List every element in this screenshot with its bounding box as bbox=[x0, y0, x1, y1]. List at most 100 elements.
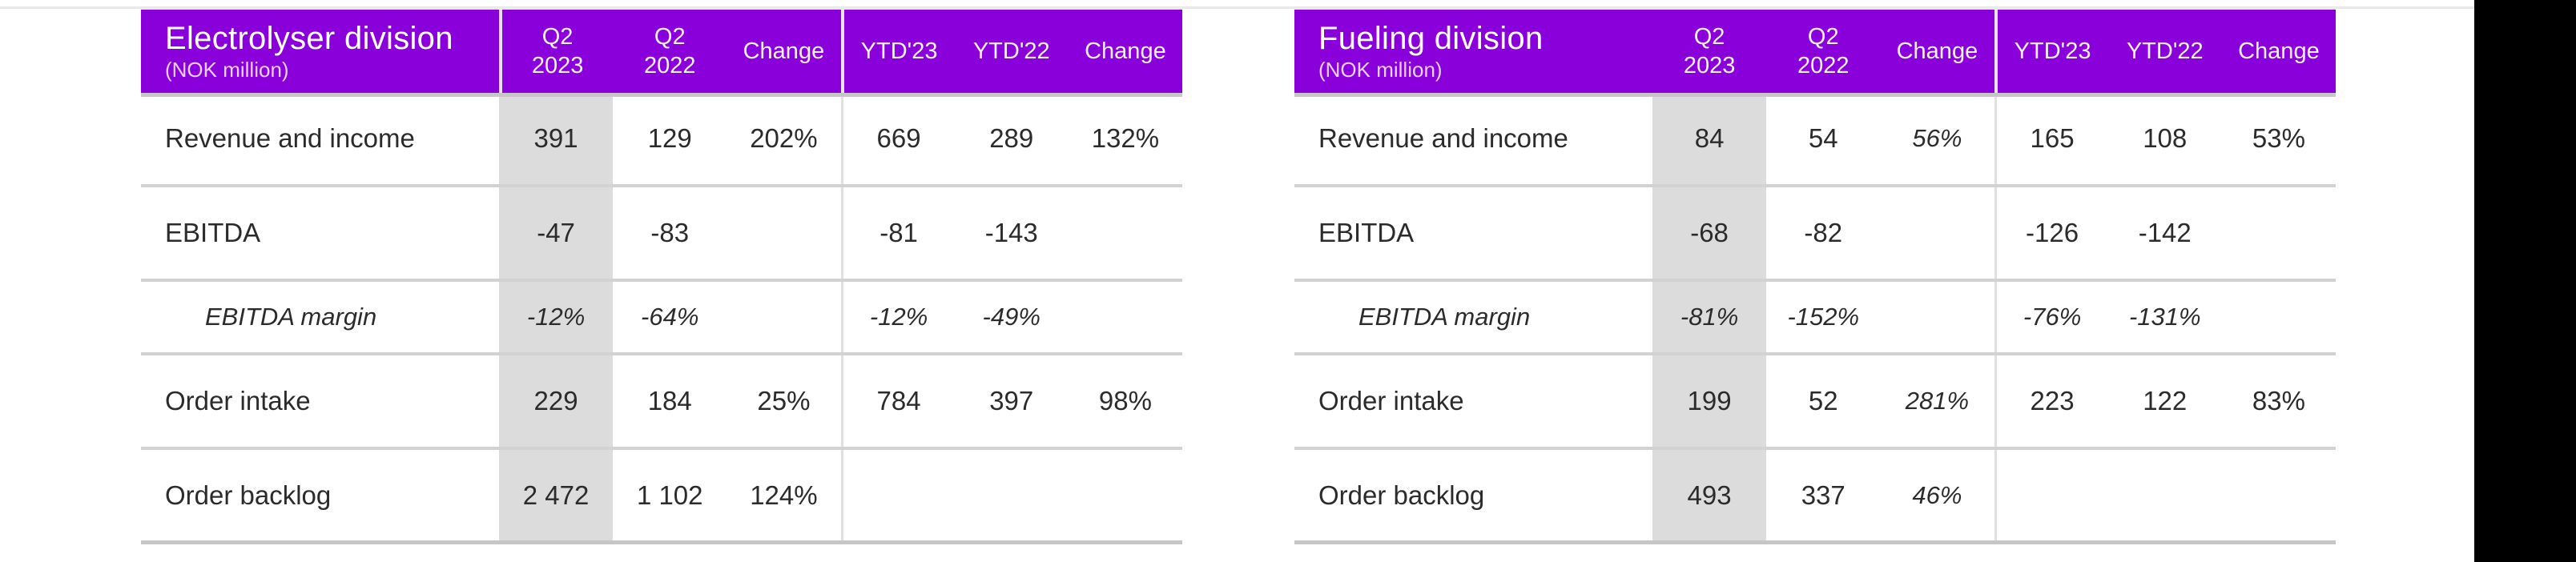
column-header: Change bbox=[1069, 10, 1182, 93]
cell-value: -64% bbox=[641, 303, 699, 331]
column-header-line: Change bbox=[1896, 38, 1978, 64]
cell-value: 784 bbox=[840, 355, 955, 447]
row-label: Order backlog bbox=[1318, 480, 1485, 510]
cell-value bbox=[2222, 187, 2336, 279]
cell-value: 2 472 bbox=[499, 450, 614, 540]
table-body: Revenue and income 391 129 202% 669 289 132% EB… bbox=[141, 93, 1182, 544]
column-header-line: YTD'23 bbox=[860, 38, 938, 64]
table-row: EBITDA -47 -83 -81 -143 bbox=[141, 187, 1182, 282]
cell-value bbox=[2222, 282, 2336, 352]
row-label: EBITDA bbox=[165, 218, 261, 247]
column-header: YTD'23 bbox=[840, 10, 955, 93]
row-label: EBITDA margin bbox=[1358, 303, 1531, 331]
cell-value bbox=[2108, 450, 2222, 540]
cell-value: 54 bbox=[1808, 123, 1838, 153]
column-header-line: 2023 bbox=[1683, 53, 1736, 78]
cell-value: -81% bbox=[1652, 282, 1767, 352]
cell-value bbox=[1880, 282, 1994, 352]
cell-value: 493 bbox=[1652, 450, 1767, 540]
row-label: EBITDA margin bbox=[205, 303, 377, 331]
column-header-line: YTD'23 bbox=[2014, 38, 2091, 64]
table-body: Revenue and income 84 54 56% 165 108 53% EBITDA… bbox=[1294, 93, 2336, 544]
row-label: Order backlog bbox=[165, 480, 332, 510]
cell-value: -143 bbox=[984, 218, 1038, 247]
cell-value bbox=[955, 450, 1069, 540]
electrolyser-division-table: Electrolyser division (NOK million) Q2 20… bbox=[141, 10, 1182, 544]
cell-value bbox=[2222, 450, 2336, 540]
column-header: YTD'22 bbox=[2108, 10, 2222, 93]
cell-value: 165 bbox=[1994, 93, 2108, 184]
cell-value: 337 bbox=[1801, 480, 1845, 510]
cell-value: 281% bbox=[1905, 387, 1970, 415]
column-header-line: Change bbox=[2238, 38, 2320, 64]
cell-value: 46% bbox=[1912, 480, 1962, 509]
column-header-line: 2022 bbox=[643, 53, 696, 78]
column-header-line: Q2 bbox=[1693, 24, 1725, 50]
column-header-line: Change bbox=[743, 38, 825, 64]
table-row: Order intake 229 184 25% 784 397 98% bbox=[141, 355, 1182, 450]
cell-value: 391 bbox=[499, 93, 614, 184]
table-title: Fueling division bbox=[1318, 21, 1544, 56]
cell-value: -49% bbox=[982, 303, 1040, 331]
cell-value: -12% bbox=[840, 282, 955, 352]
column-header-line: Q2 bbox=[541, 24, 574, 50]
table-row: EBITDA margin -12% -64% -12% -49% bbox=[141, 282, 1182, 355]
row-label: Order intake bbox=[165, 386, 311, 415]
cell-value: 53% bbox=[2252, 123, 2305, 153]
column-header: Q2 2022 bbox=[613, 10, 727, 93]
cell-value: 397 bbox=[989, 386, 1034, 415]
cell-value bbox=[727, 187, 840, 279]
table-row: Revenue and income 391 129 202% 669 289 132% bbox=[141, 93, 1182, 187]
cell-value: -83 bbox=[650, 218, 690, 247]
table-row: Revenue and income 84 54 56% 165 108 53% bbox=[1294, 93, 2336, 187]
cell-value bbox=[1069, 450, 1182, 540]
cell-value bbox=[727, 282, 840, 352]
cell-value: 669 bbox=[840, 93, 955, 184]
column-header: YTD'22 bbox=[955, 10, 1069, 93]
cell-value: -68 bbox=[1652, 187, 1767, 279]
column-header-line: 2022 bbox=[1797, 53, 1849, 78]
table-title-cell: Electrolyser division (NOK million) bbox=[141, 10, 499, 93]
top-divider-rule bbox=[0, 6, 2474, 9]
row-label: Revenue and income bbox=[165, 123, 415, 153]
row-label: Revenue and income bbox=[1318, 123, 1568, 153]
column-header: Q2 2023 bbox=[499, 10, 613, 93]
cell-value: 229 bbox=[499, 355, 614, 447]
cell-value: -81 bbox=[840, 187, 955, 279]
cell-value: 1 102 bbox=[636, 480, 703, 510]
cell-value: -131% bbox=[2128, 303, 2201, 331]
cell-value bbox=[840, 450, 955, 540]
column-header-line: YTD'22 bbox=[2126, 38, 2204, 64]
table-header: Fueling division (NOK million) Q2 2023 Q2 2… bbox=[1294, 10, 2336, 93]
cell-value: -126 bbox=[1994, 187, 2108, 279]
cell-value: 25% bbox=[757, 386, 811, 415]
cell-value: -12% bbox=[499, 282, 614, 352]
right-black-sidebar bbox=[2474, 0, 2576, 562]
cell-value: 83% bbox=[2252, 386, 2305, 415]
cell-value: 84 bbox=[1652, 93, 1767, 184]
cell-value: 132% bbox=[1091, 123, 1160, 153]
column-header-line: Q2 bbox=[654, 24, 686, 50]
cell-value: 202% bbox=[750, 123, 818, 153]
cell-value: 56% bbox=[1912, 124, 1962, 152]
column-header-line: 2023 bbox=[531, 53, 584, 78]
table-row: Order backlog 2 472 1 102 124% bbox=[141, 450, 1182, 544]
cell-value: 223 bbox=[1994, 355, 2108, 447]
column-header-line: Q2 bbox=[1807, 24, 1839, 50]
column-header: Change bbox=[1880, 10, 1994, 93]
table-title: Electrolyser division bbox=[165, 21, 453, 56]
table-header: Electrolyser division (NOK million) Q2 20… bbox=[141, 10, 1182, 93]
cell-value: 122 bbox=[2143, 386, 2188, 415]
cell-value: -47 bbox=[499, 187, 614, 279]
cell-value: -152% bbox=[1787, 303, 1860, 331]
table-row: EBITDA -68 -82 -126 -142 bbox=[1294, 187, 2336, 282]
table-title-cell: Fueling division (NOK million) bbox=[1294, 10, 1652, 93]
cell-value: 108 bbox=[2143, 123, 2188, 153]
column-header: Q2 2023 bbox=[1652, 10, 1766, 93]
column-header: Q2 2022 bbox=[1766, 10, 1880, 93]
cell-value: 129 bbox=[647, 123, 692, 153]
cell-value: -82 bbox=[1804, 218, 1843, 247]
table-row: Order intake 199 52 281% 223 122 83% bbox=[1294, 355, 2336, 450]
cell-value: 124% bbox=[750, 480, 818, 510]
